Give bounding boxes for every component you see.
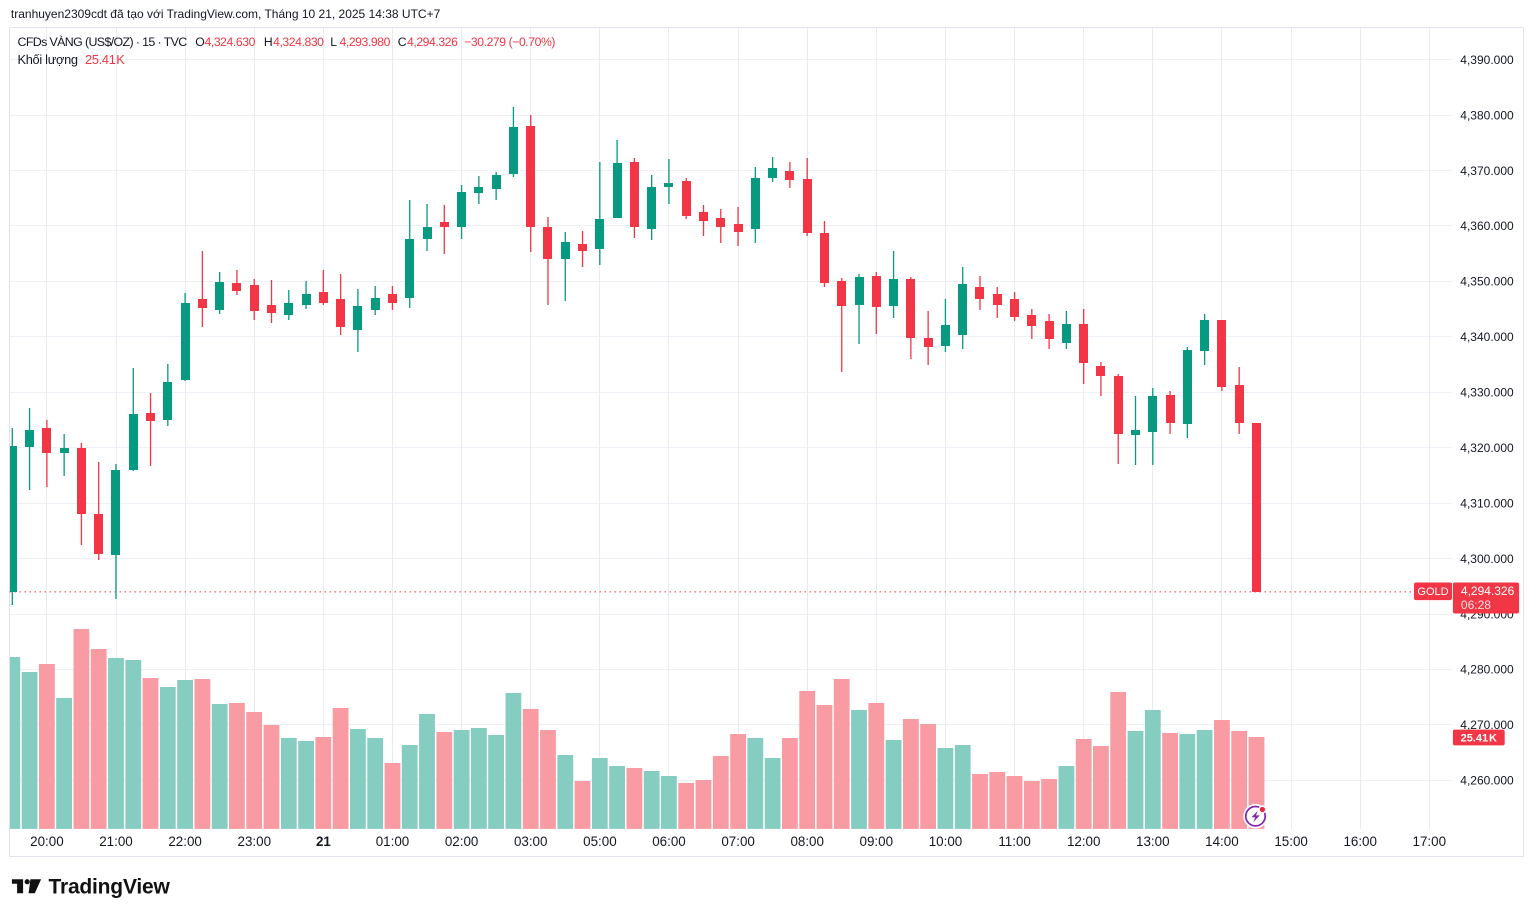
svg-text:4,390.000: 4,390.000 [1460, 53, 1514, 67]
svg-text:GOLD: GOLD [1417, 586, 1448, 598]
svg-text:20:00: 20:00 [30, 834, 64, 849]
svg-text:C: C [398, 35, 407, 49]
svg-text:Khối lượng: Khối lượng [18, 52, 78, 67]
svg-text:13:00: 13:00 [1136, 834, 1170, 849]
svg-text:08:00: 08:00 [790, 834, 824, 849]
svg-text:23:00: 23:00 [238, 834, 272, 849]
svg-text:12:00: 12:00 [1067, 834, 1101, 849]
svg-text:22:00: 22:00 [168, 834, 202, 849]
svg-text:17:00: 17:00 [1413, 834, 1447, 849]
svg-text:tranhuyen2309cdt đã tạo với Tr: tranhuyen2309cdt đã tạo với TradingView.… [11, 7, 441, 21]
svg-text:06:28: 06:28 [1461, 598, 1491, 612]
svg-text:05:00: 05:00 [583, 834, 617, 849]
svg-text:4,324.830: 4,324.830 [273, 35, 324, 49]
svg-text:4,300.000: 4,300.000 [1460, 552, 1514, 566]
svg-text:4,293.980: 4,293.980 [340, 35, 391, 49]
svg-text:4,380.000: 4,380.000 [1460, 108, 1514, 122]
svg-text:25.41 K: 25.41 K [85, 52, 125, 67]
svg-text:4,370.000: 4,370.000 [1460, 164, 1514, 178]
svg-text:07:00: 07:00 [721, 834, 755, 849]
svg-text:4,294.326: 4,294.326 [407, 35, 458, 49]
svg-text:21: 21 [316, 834, 331, 849]
svg-text:4,340.000: 4,340.000 [1460, 330, 1514, 344]
svg-text:4,310.000: 4,310.000 [1460, 496, 1514, 510]
svg-text:CFDs VÀNG (US$/OZ) · 15 · TVC: CFDs VÀNG (US$/OZ) · 15 · TVC [18, 34, 188, 49]
svg-text:4,294.326: 4,294.326 [1461, 584, 1515, 598]
svg-text:06:00: 06:00 [652, 834, 686, 849]
svg-text:−30.279 (−0.70%): −30.279 (−0.70%) [464, 35, 555, 49]
svg-text:21:00: 21:00 [99, 834, 133, 849]
svg-text:TradingView: TradingView [49, 876, 171, 899]
svg-text:4,330.000: 4,330.000 [1460, 386, 1514, 400]
svg-text:14:00: 14:00 [1205, 834, 1239, 849]
svg-text:H: H [264, 35, 273, 49]
svg-text:4,360.000: 4,360.000 [1460, 219, 1514, 233]
svg-text:03:00: 03:00 [514, 834, 548, 849]
svg-text:4,260.000: 4,260.000 [1460, 774, 1514, 788]
svg-text:09:00: 09:00 [860, 834, 894, 849]
svg-text:10:00: 10:00 [929, 834, 963, 849]
svg-text:16:00: 16:00 [1343, 834, 1377, 849]
svg-text:L: L [330, 35, 337, 49]
svg-text:4,324.630: 4,324.630 [205, 35, 256, 49]
svg-text:25.41 K: 25.41 K [1461, 733, 1497, 745]
svg-text:O: O [195, 35, 204, 49]
svg-text:15:00: 15:00 [1274, 834, 1308, 849]
svg-text:11:00: 11:00 [998, 834, 1031, 849]
svg-text:4,280.000: 4,280.000 [1460, 663, 1514, 677]
svg-text:4,350.000: 4,350.000 [1460, 275, 1514, 289]
svg-text:4,270.000: 4,270.000 [1460, 718, 1514, 732]
svg-text:02:00: 02:00 [445, 834, 479, 849]
svg-text:4,320.000: 4,320.000 [1460, 441, 1514, 455]
svg-text:01:00: 01:00 [376, 834, 410, 849]
